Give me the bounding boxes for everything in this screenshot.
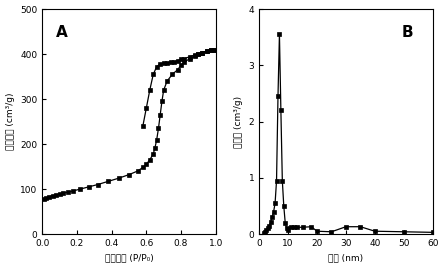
Y-axis label: 孔体积 (cm³/g): 孔体积 (cm³/g) xyxy=(234,95,243,148)
Text: A: A xyxy=(56,25,68,40)
Y-axis label: 吸附体积 (cm³/g): 吸附体积 (cm³/g) xyxy=(6,93,15,150)
X-axis label: 孔径 (nm): 孔径 (nm) xyxy=(329,254,364,262)
Text: B: B xyxy=(401,25,413,40)
X-axis label: 相对压力 (P/P₀): 相对压力 (P/P₀) xyxy=(105,254,153,262)
